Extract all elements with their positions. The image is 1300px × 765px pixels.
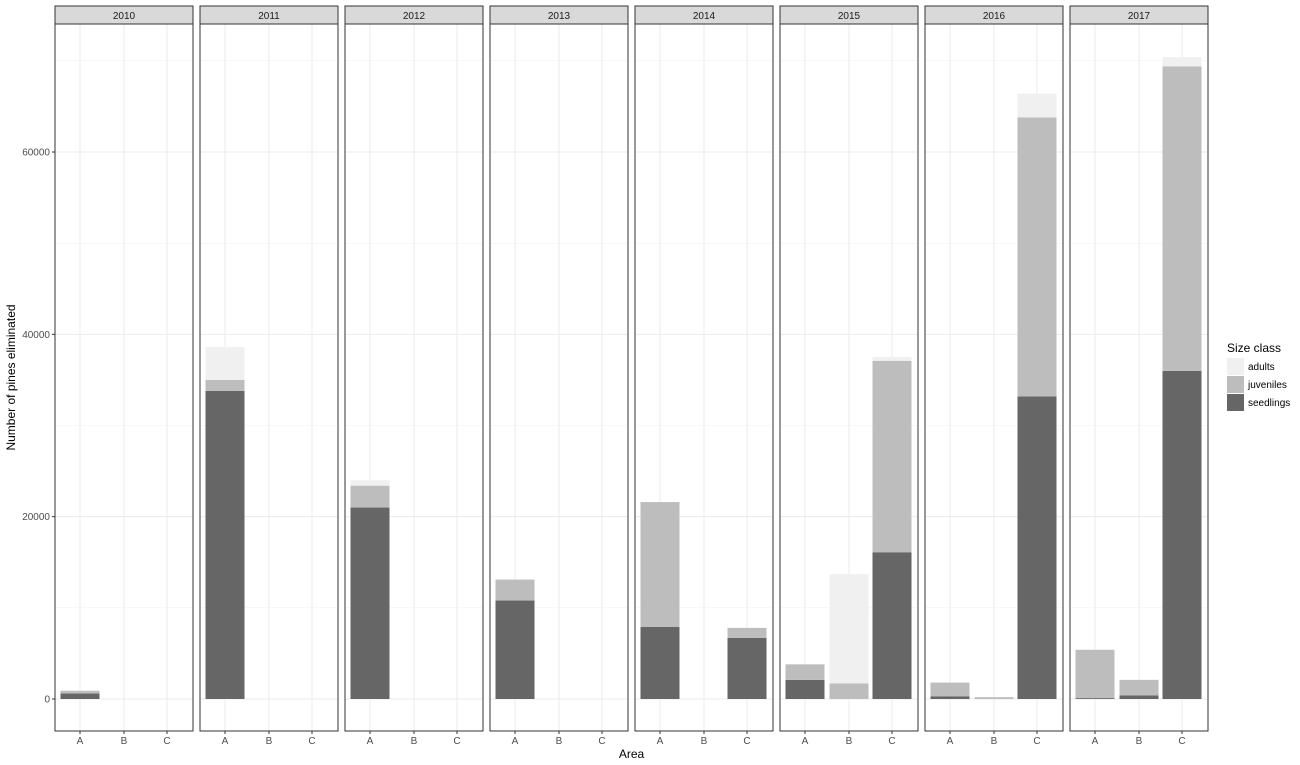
- bar-adults-2012-A: [350, 480, 390, 486]
- x-tick-label: B: [991, 736, 998, 747]
- legend-label-adults: adults: [1248, 362, 1275, 373]
- bar-seedlings-2011-A: [205, 390, 245, 699]
- x-tick-label: C: [743, 736, 750, 747]
- bar-juveniles-2017-B: [1119, 679, 1159, 696]
- facet-label-2011: 2011: [258, 11, 280, 22]
- y-tick-label: 40000: [22, 330, 50, 341]
- x-tick-label: B: [266, 736, 273, 747]
- bar-juveniles-2013-A: [495, 579, 535, 601]
- legend-key-adults: [1227, 358, 1244, 375]
- x-tick-label: A: [657, 736, 664, 747]
- bar-juveniles-2017-C: [1162, 66, 1202, 371]
- legend-key-juveniles: [1227, 376, 1244, 393]
- y-tick-label: 0: [44, 695, 50, 706]
- legend-label-seedlings: seedlings: [1248, 398, 1290, 409]
- x-tick-label: B: [121, 736, 128, 747]
- x-tick-label: B: [1136, 736, 1143, 747]
- bar-juveniles-2015-C: [872, 360, 912, 553]
- bar-juveniles-2014-A: [640, 502, 680, 627]
- bar-seedlings-2016-C: [1017, 396, 1057, 699]
- x-tick-label: B: [846, 736, 853, 747]
- bar-seedlings-2017-C: [1162, 370, 1202, 699]
- x-tick-label: C: [1033, 736, 1040, 747]
- bar-adults-2017-C: [1162, 57, 1202, 67]
- bar-juveniles-2016-C: [1017, 117, 1057, 397]
- bar-seedlings-2016-A: [930, 696, 970, 699]
- bar-juveniles-2012-A: [350, 485, 390, 508]
- bar-juveniles-2015-B: [829, 683, 869, 699]
- x-tick-label: C: [308, 736, 315, 747]
- x-tick-label: C: [163, 736, 170, 747]
- bar-seedlings-2012-A: [350, 507, 390, 699]
- x-tick-label: A: [947, 736, 954, 747]
- x-tick-label: A: [512, 736, 519, 747]
- bar-seedlings-2013-A: [495, 600, 535, 699]
- legend-label-juveniles: juveniles: [1247, 380, 1287, 391]
- bar-adults-2015-B: [829, 574, 869, 684]
- x-tick-label: C: [453, 736, 460, 747]
- facet-label-2010: 2010: [113, 11, 136, 22]
- bar-seedlings-2017-B: [1119, 695, 1159, 699]
- bar-adults-2015-C: [872, 357, 912, 361]
- bar-juveniles-2010-A: [60, 690, 100, 694]
- x-tick-label: A: [1092, 736, 1099, 747]
- x-tick-label: A: [802, 736, 809, 747]
- bar-seedlings-2015-C: [872, 552, 912, 699]
- x-tick-label: C: [1178, 736, 1185, 747]
- x-tick-label: A: [367, 736, 374, 747]
- x-tick-label: C: [888, 736, 895, 747]
- bar-seedlings-2014-C: [727, 637, 767, 699]
- bar-seedlings-2017-A: [1075, 698, 1115, 699]
- x-tick-label: B: [556, 736, 563, 747]
- legend-title: Size class: [1227, 341, 1281, 355]
- bar-juveniles-2016-B: [974, 697, 1014, 699]
- bar-seedlings-2014-A: [640, 626, 680, 699]
- x-tick-label: A: [222, 736, 229, 747]
- x-tick-label: A: [77, 736, 84, 747]
- bar-seedlings-2010-A: [60, 693, 100, 699]
- facet-label-2015: 2015: [838, 11, 861, 22]
- bar-adults-2010-A: [60, 689, 100, 691]
- bar-juveniles-2016-A: [930, 682, 970, 697]
- bar-adults-2011-A: [205, 347, 245, 380]
- bar-juveniles-2015-A: [785, 664, 825, 680]
- x-tick-label: B: [411, 736, 418, 747]
- bar-juveniles-2017-A: [1075, 649, 1115, 699]
- bar-juveniles-2014-C: [727, 627, 767, 638]
- facet-label-2013: 2013: [548, 11, 571, 22]
- bar-juveniles-2011-A: [205, 379, 245, 391]
- legend-key-seedlings: [1227, 394, 1244, 411]
- bar-adults-2016-C: [1017, 93, 1057, 118]
- facet-label-2012: 2012: [403, 11, 426, 22]
- y-tick-label: 20000: [22, 512, 50, 523]
- facet-label-2014: 2014: [693, 11, 716, 22]
- facet-label-2017: 2017: [1128, 11, 1151, 22]
- y-tick-label: 60000: [22, 148, 50, 159]
- facet-label-2016: 2016: [983, 11, 1006, 22]
- x-tick-label: B: [701, 736, 708, 747]
- x-axis-title: Area: [619, 747, 645, 761]
- bar-seedlings-2015-A: [785, 679, 825, 699]
- x-tick-label: C: [598, 736, 605, 747]
- y-axis-title: Number of pines eliminated: [4, 304, 18, 450]
